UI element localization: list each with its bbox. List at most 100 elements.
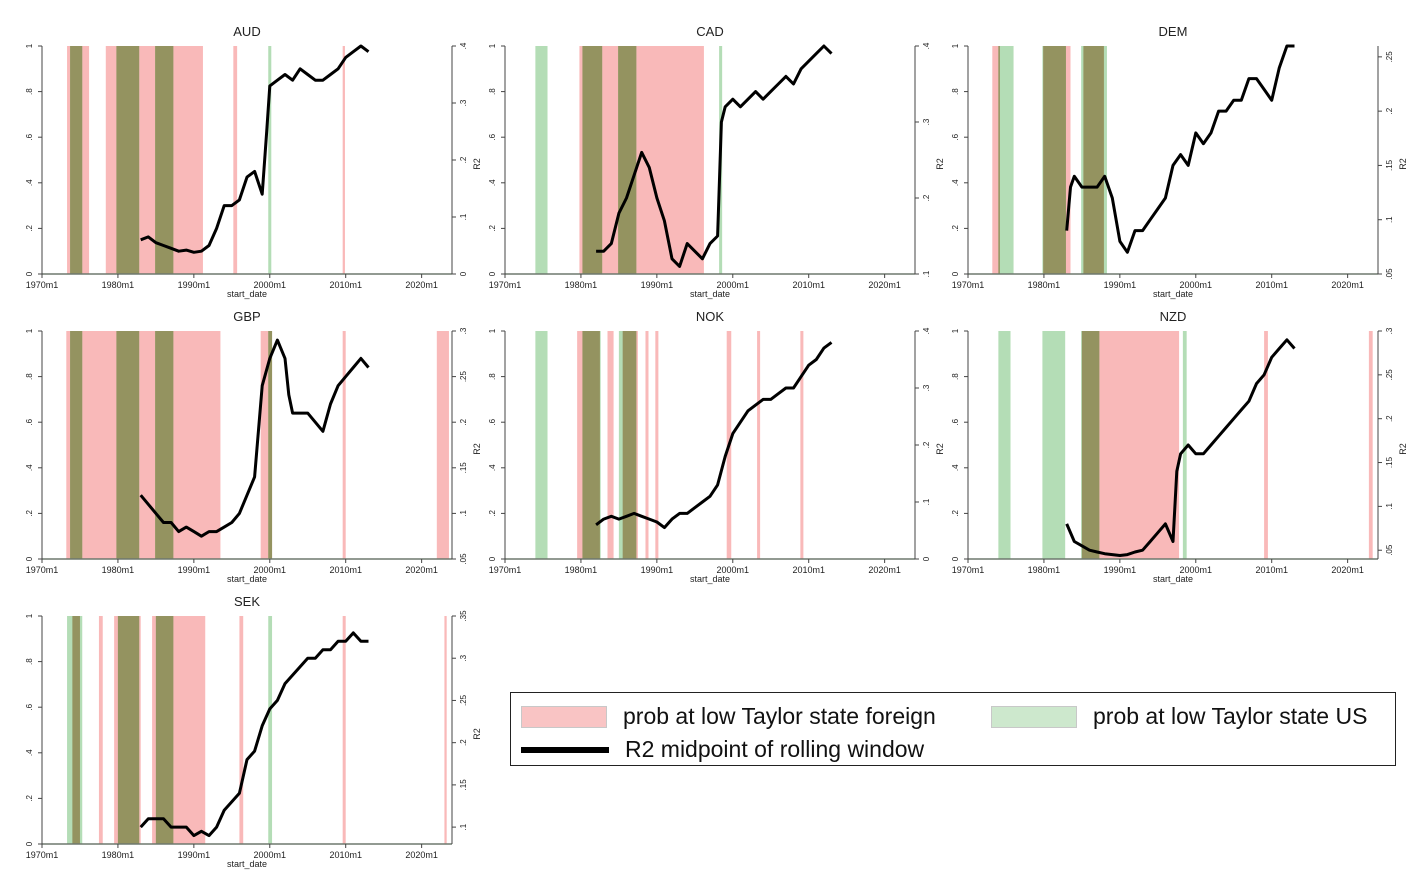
panel-title: NOK	[696, 309, 725, 324]
right-tick-label: .05	[459, 553, 468, 565]
x-tick-label: 1990m1	[178, 850, 211, 860]
x-tick-label: 1990m1	[178, 280, 211, 290]
right-tick-label: .15	[459, 462, 468, 474]
foreign-prob-band	[342, 331, 346, 559]
left-tick-label: .2	[488, 225, 497, 232]
overlap-band	[155, 616, 174, 844]
left-tick-label: .2	[951, 225, 960, 232]
right-tick-label: .25	[1385, 51, 1394, 63]
right-tick-label: .2	[459, 156, 468, 163]
x-tick-label: 1980m1	[1028, 565, 1061, 575]
foreign-prob-band	[607, 331, 614, 559]
right-axis-title: R2	[935, 158, 945, 170]
right-tick-label: .3	[922, 118, 931, 125]
left-tick-label: 0	[488, 556, 497, 561]
left-tick-label: .6	[25, 703, 34, 710]
x-tick-label: 2010m1	[1255, 565, 1288, 575]
panel-title: NZD	[1160, 309, 1187, 324]
left-tick-label: 0	[488, 271, 497, 276]
left-tick-label: 0	[951, 556, 960, 561]
foreign-prob-band	[800, 331, 804, 559]
foreign-prob-band	[1368, 331, 1373, 559]
foreign-prob-band	[233, 46, 238, 274]
r2-line	[1065, 338, 1296, 557]
overlap-band	[117, 616, 140, 844]
left-tick-label: .2	[25, 225, 34, 232]
foreign-prob-band	[66, 331, 221, 559]
us-prob-band	[998, 331, 1011, 559]
left-tick-label: .6	[488, 133, 497, 140]
right-tick-label: .1	[1385, 502, 1394, 509]
left-tick-label: 0	[25, 556, 34, 561]
x-axis-title: start_date	[1153, 289, 1193, 299]
us-prob-band	[268, 46, 272, 274]
foreign-prob-band	[239, 616, 244, 844]
right-tick-label: .3	[459, 99, 468, 106]
right-tick-label: .05	[1385, 544, 1394, 556]
panel-aud: AUD 0 .2 .4 .6 .8 1 0 .1 .2 .3 .4 R2 1970m1 1980m1 1990…	[25, 24, 482, 299]
left-tick-label: .4	[25, 179, 34, 186]
right-tick-label: .3	[1385, 327, 1394, 334]
x-axis-title: start_date	[1153, 574, 1193, 584]
left-tick-label: .8	[951, 373, 960, 380]
right-tick-label: .1	[1385, 216, 1394, 223]
left-tick-label: .2	[25, 795, 34, 802]
panel-sek: SEK 0 .2 .4 .6 .8 1 .1 .15 .2 .25 .3 .35 R2 1970m1 1980…	[25, 594, 482, 869]
left-tick-label: .6	[25, 133, 34, 140]
legend-item-us: prob at low Taylor state US	[991, 703, 1367, 730]
right-tick-label: .3	[459, 654, 468, 661]
x-tick-label: 2010m1	[329, 850, 362, 860]
us-prob-band	[998, 46, 1014, 274]
x-tick-label: 2000m1	[717, 280, 750, 290]
right-tick-label: .2	[922, 194, 931, 201]
foreign-prob-band	[655, 331, 659, 559]
panel-title: SEK	[234, 594, 260, 609]
left-tick-label: .8	[25, 88, 34, 95]
left-tick-label: .4	[951, 464, 960, 471]
x-tick-label: 1990m1	[1104, 280, 1137, 290]
overlap-band	[70, 331, 83, 559]
x-tick-label: 2010m1	[329, 565, 362, 575]
x-tick-label: 1990m1	[641, 565, 674, 575]
foreign-prob-band	[436, 331, 449, 559]
left-tick-label: 1	[25, 328, 34, 333]
right-tick-label: .1	[922, 498, 931, 505]
r2-line	[139, 631, 369, 838]
right-axis-title: R2	[472, 728, 482, 740]
right-tick-label: .15	[459, 779, 468, 791]
legend-item-foreign: prob at low Taylor state foreign	[521, 703, 936, 730]
overlap-band	[70, 46, 83, 274]
x-tick-label: 1980m1	[102, 280, 135, 290]
panel-title: AUD	[233, 24, 260, 39]
left-tick-label: 0	[25, 841, 34, 846]
x-tick-label: 1990m1	[1104, 565, 1137, 575]
r2-line	[139, 338, 370, 538]
left-tick-label: 1	[488, 43, 497, 48]
right-tick-label: .3	[922, 384, 931, 391]
panel-gbp: GBP 0 .2 .4 .6 .8 1 .05 .1 .15 .2 .25 .3 R2 1970m1 1980…	[25, 309, 482, 584]
legend-label-foreign: prob at low Taylor state foreign	[623, 703, 936, 729]
foreign-prob-band	[342, 616, 346, 844]
legend-swatch-us	[991, 705, 1077, 728]
x-tick-label: 2000m1	[254, 565, 287, 575]
right-axis-title: R2	[1398, 443, 1408, 455]
left-tick-label: .8	[488, 88, 497, 95]
x-tick-label: 2000m1	[717, 565, 750, 575]
right-tick-label: .2	[1385, 107, 1394, 114]
x-axis-title: start_date	[227, 859, 267, 869]
right-tick-label: .1	[922, 270, 931, 277]
overlap-band	[998, 46, 1000, 274]
legend: prob at low Taylor state foreign prob at…	[510, 692, 1396, 766]
x-tick-label: 2000m1	[1180, 565, 1213, 575]
x-axis-title: start_date	[227, 574, 267, 584]
left-tick-label: .2	[951, 510, 960, 517]
x-tick-label: 1970m1	[26, 565, 59, 575]
foreign-prob-band	[342, 46, 345, 274]
x-tick-label: 2020m1	[405, 850, 438, 860]
overlap-band	[155, 331, 174, 559]
x-tick-label: 1970m1	[26, 280, 59, 290]
left-tick-label: .4	[25, 749, 34, 756]
x-tick-label: 2020m1	[405, 565, 438, 575]
overlap-band	[116, 331, 140, 559]
